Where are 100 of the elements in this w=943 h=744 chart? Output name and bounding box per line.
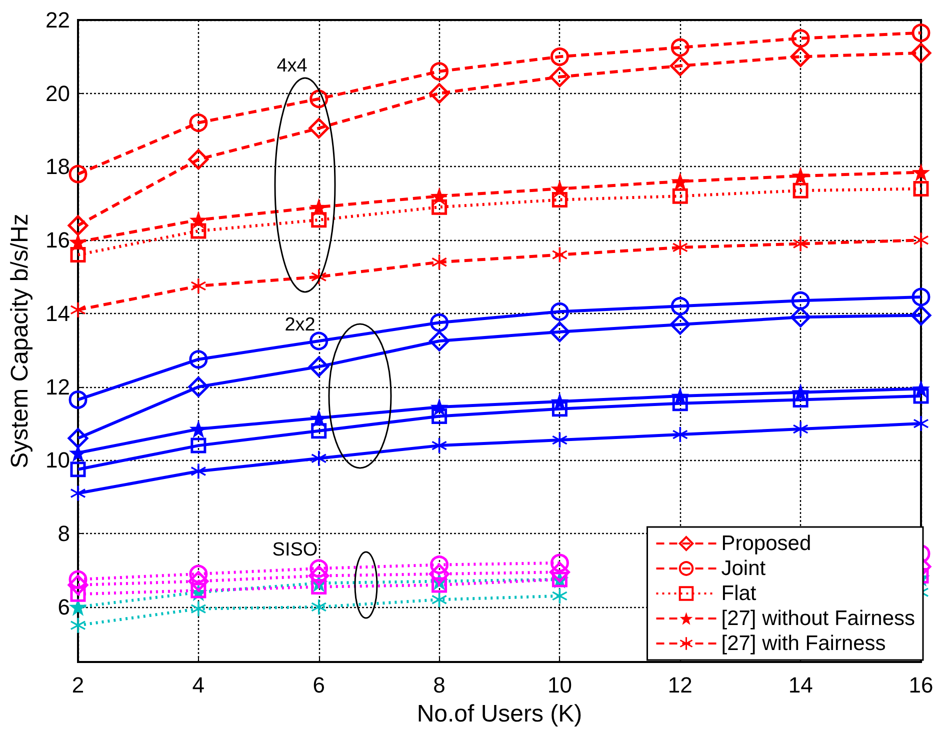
point [430,62,449,81]
y-axis-title: System Capacity b/s/Hz [6,214,34,468]
y-tick-label: 10 [46,448,70,473]
legend-label: [27] without Fairness [721,607,916,630]
point [912,163,930,182]
point [432,577,448,593]
x-tick-label: 16 [908,672,934,698]
point [190,601,206,616]
point [549,66,570,88]
point [68,390,88,409]
legend-label: Flat [721,582,756,605]
point [311,423,327,439]
point [793,422,808,437]
point [188,149,209,170]
point [910,42,932,64]
point [432,254,447,270]
y-tick-label: 12 [46,374,70,400]
point [913,181,929,197]
point [792,166,810,185]
point [308,566,330,586]
point [910,305,932,326]
legend-label: Joint [721,557,766,580]
point [70,247,86,263]
point [432,408,448,424]
point [311,212,327,228]
point [913,388,929,404]
point [68,164,88,184]
annotation: 4x4 [276,56,308,76]
point [70,462,86,478]
x-tick-label: 10 [547,672,572,698]
point [68,428,88,448]
point [912,288,930,306]
point [190,438,206,454]
point [432,592,447,608]
point [308,356,330,377]
legend-label: Proposed [721,532,812,555]
y-tick-label: 14 [46,300,70,326]
point [68,215,88,236]
point [552,401,568,417]
point [190,464,206,479]
x-tick-label: 12 [668,672,692,698]
point [671,172,690,190]
point [914,416,928,432]
point [672,240,688,255]
point [790,46,811,67]
point [672,188,688,204]
x-tick-label: 4 [192,672,205,698]
point [552,588,568,604]
y-tick-label: 20 [46,80,70,106]
point [430,556,449,574]
point [550,302,569,321]
point [70,618,86,633]
point [188,571,209,592]
point [432,438,447,454]
x-tick-label: 2 [72,672,84,698]
point [552,192,568,208]
legend-label: [27] with Fairness [721,632,886,655]
point [672,396,688,412]
point [552,432,568,448]
point [310,332,328,350]
point [552,247,568,262]
point [190,278,206,294]
point [190,582,206,598]
point [311,579,327,595]
point [670,56,690,76]
y-tick-label: 16 [46,228,70,253]
point [188,376,209,398]
point [189,420,208,438]
point [70,302,86,318]
point [793,236,808,252]
point [670,314,690,335]
point [189,564,208,584]
annotation: 2x2 [284,314,316,336]
point [792,392,808,408]
point [189,113,208,132]
point [429,564,450,584]
point [792,182,808,198]
y-tick-label: 8 [58,521,70,546]
point [549,562,570,582]
point [189,350,208,369]
point [670,296,690,316]
point [432,199,448,215]
point [672,427,688,442]
point [430,313,449,332]
point [912,24,930,42]
point [310,90,328,108]
x-tick-label: 8 [433,672,446,698]
point [68,570,88,589]
point [670,38,690,57]
point [429,330,450,352]
y-tick-label: 18 [46,154,70,180]
point [914,232,928,248]
point [70,486,86,501]
point [69,598,87,616]
point [70,586,86,602]
x-tick-label: 6 [312,672,325,698]
y-tick-label: 6 [58,594,70,620]
x-axis-title: No.of Users (K) [416,700,582,728]
annotation: SISO [272,540,318,560]
point [550,554,569,572]
